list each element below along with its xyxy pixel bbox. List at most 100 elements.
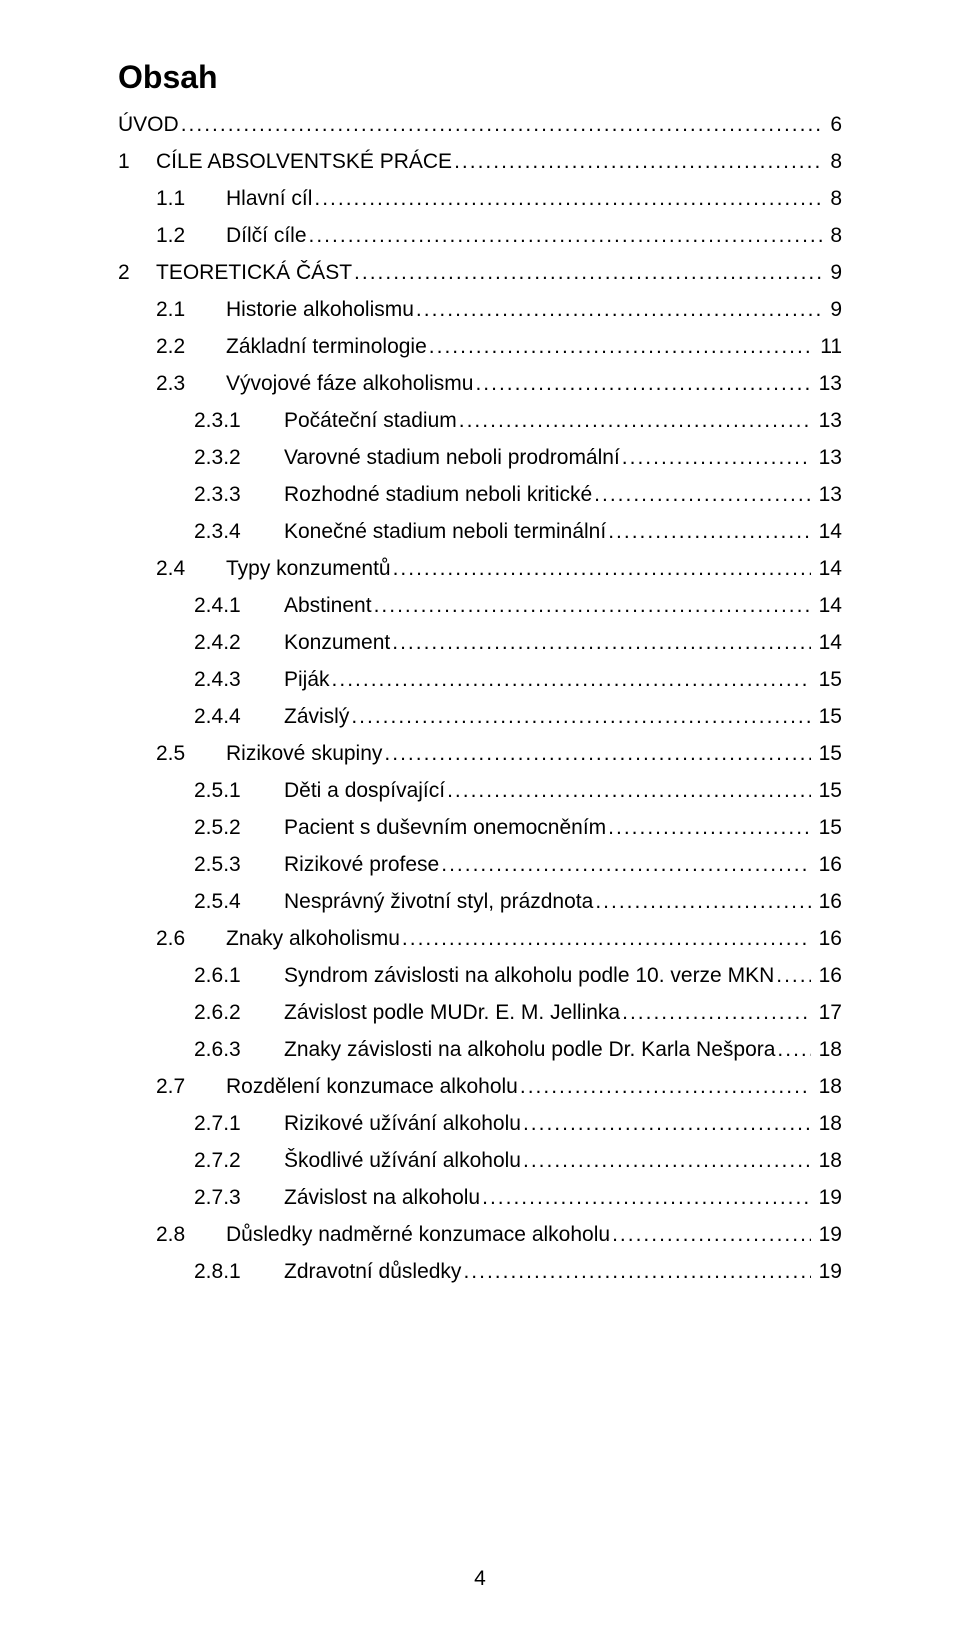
toc-leader: [463, 1261, 810, 1282]
toc-entry-label: Závislost na alkoholu: [284, 1187, 480, 1208]
toc-row: 2.5Rizikové skupiny 15: [118, 743, 842, 764]
toc-entry-label: TEORETICKÁ ČÁST: [156, 262, 352, 283]
toc-entry-label: Znaky závislosti na alkoholu podle Dr. K…: [284, 1039, 775, 1060]
toc-entry-label: Zdravotní důsledky: [284, 1261, 461, 1282]
toc-entry-page: 6: [824, 114, 842, 135]
toc-row: 2.5.1Děti a dospívající 15: [118, 780, 842, 801]
toc-entry-label: Abstinent: [284, 595, 372, 616]
toc-entry-number: 2.4: [156, 558, 226, 579]
toc-entry-number: 2.4.3: [194, 669, 284, 690]
toc-entry-label: Nesprávný životní styl, prázdnota: [284, 891, 593, 912]
toc-entry-number: 2.6.1: [194, 965, 284, 986]
toc-row: ÚVOD 6: [118, 114, 842, 135]
toc-leader: [459, 410, 811, 431]
document-page: Obsah ÚVOD 61CÍLE ABSOLVENTSKÉ PRÁCE 81.…: [0, 0, 960, 1635]
toc-entry-number: 2.1: [156, 299, 226, 320]
toc-row: 2.3.4Konečné stadium neboli terminální 1…: [118, 521, 842, 542]
toc-leader: [314, 188, 822, 209]
toc-entry-page: 18: [813, 1113, 842, 1134]
toc-leader: [332, 669, 811, 690]
toc-entry-number: 2.3.1: [194, 410, 284, 431]
toc-row: 2.7.1Rizikové užívání alkoholu 18: [118, 1113, 842, 1134]
toc-row: 2.5.3Rizikové profese 16: [118, 854, 842, 875]
toc-entry-label: Počáteční stadium: [284, 410, 457, 431]
toc-leader: [384, 743, 810, 764]
toc-leader: [594, 484, 811, 505]
toc-entry-label: Historie alkoholismu: [226, 299, 414, 320]
toc-row: 2.1Historie alkoholismu 9: [118, 299, 842, 320]
toc-entry-page: 18: [813, 1150, 842, 1171]
toc-entry-label: Rizikové skupiny: [226, 743, 382, 764]
toc-entry-label: Vývojové fáze alkoholismu: [226, 373, 473, 394]
toc-leader: [393, 558, 811, 579]
toc-row: 2.8Důsledky nadměrné konzumace alkoholu …: [118, 1224, 842, 1245]
toc-entry-number: 2.7.2: [194, 1150, 284, 1171]
toc-row: 1.2Dílčí cíle 8: [118, 225, 842, 246]
toc-entry-page: 13: [813, 484, 842, 505]
toc-leader: [354, 262, 822, 283]
toc-leader: [402, 928, 811, 949]
toc-entry-number: 1: [118, 151, 156, 172]
toc-entry-number: 2.3.3: [194, 484, 284, 505]
toc-row: 2.3.2Varovné stadium neboli prodromální …: [118, 447, 842, 468]
toc-entry-page: 14: [813, 558, 842, 579]
toc-entry-page: 15: [813, 706, 842, 727]
toc-leader: [429, 336, 813, 357]
toc-entry-label: Závislý: [284, 706, 349, 727]
toc-entry-number: 2.6.3: [194, 1039, 284, 1060]
toc-list: ÚVOD 61CÍLE ABSOLVENTSKÉ PRÁCE 81.1Hlavn…: [118, 114, 842, 1282]
toc-entry-label: Děti a dospívající: [284, 780, 445, 801]
toc-entry-number: 2.3.4: [194, 521, 284, 542]
toc-entry-page: 9: [824, 262, 842, 283]
toc-entry-page: 14: [813, 595, 842, 616]
toc-row: 2.5.2Pacient s duševním onemocněním 15: [118, 817, 842, 838]
toc-row: 2.7Rozdělení konzumace alkoholu 18: [118, 1076, 842, 1097]
toc-leader: [520, 1076, 811, 1097]
toc-entry-number: 2.8.1: [194, 1261, 284, 1282]
toc-leader: [608, 521, 811, 542]
toc-entry-page: 19: [813, 1261, 842, 1282]
toc-entry-label: Závislost podle MUDr. E. M. Jellinka: [284, 1002, 620, 1023]
toc-entry-page: 15: [813, 743, 842, 764]
toc-entry-number: 2.5.4: [194, 891, 284, 912]
toc-row: 1.1Hlavní cíl 8: [118, 188, 842, 209]
toc-entry-page: 11: [814, 336, 842, 357]
toc-leader: [309, 225, 823, 246]
toc-entry-label: Škodlivé užívání alkoholu: [284, 1150, 521, 1171]
toc-entry-page: 15: [813, 669, 842, 690]
toc-entry-page: 15: [813, 817, 842, 838]
toc-entry-label: Hlavní cíl: [226, 188, 312, 209]
toc-entry-number: 2.5.2: [194, 817, 284, 838]
toc-entry-number: 2.5.1: [194, 780, 284, 801]
toc-row: 2.6.1Syndrom závislosti na alkoholu podl…: [118, 965, 842, 986]
toc-entry-page: 9: [824, 299, 842, 320]
toc-entry-label: Rozhodné stadium neboli kritické: [284, 484, 592, 505]
toc-entry-label: Piják: [284, 669, 330, 690]
toc-entry-page: 17: [813, 1002, 842, 1023]
toc-leader: [416, 299, 823, 320]
toc-entry-page: 15: [813, 780, 842, 801]
toc-leader: [776, 965, 811, 986]
toc-leader: [482, 1187, 811, 1208]
toc-entry-page: 16: [813, 891, 842, 912]
toc-entry-number: 2.6: [156, 928, 226, 949]
toc-entry-label: Konečné stadium neboli terminální: [284, 521, 606, 542]
toc-row: 2.3.3Rozhodné stadium neboli kritické 13: [118, 484, 842, 505]
toc-row: 2.4.4Závislý 15: [118, 706, 842, 727]
toc-leader: [523, 1113, 811, 1134]
toc-entry-number: 1.2: [156, 225, 226, 246]
page-number: 4: [0, 1567, 960, 1591]
toc-entry-number: 2.4.2: [194, 632, 284, 653]
toc-entry-number: 2.3: [156, 373, 226, 394]
toc-entry-number: 2.2: [156, 336, 226, 357]
toc-entry-number: 2.4.4: [194, 706, 284, 727]
toc-entry-number: 2.4.1: [194, 595, 284, 616]
toc-entry-number: 2.7: [156, 1076, 226, 1097]
toc-entry-number: 2: [118, 262, 156, 283]
toc-entry-number: 1.1: [156, 188, 226, 209]
toc-entry-page: 16: [813, 928, 842, 949]
toc-row: 2.3Vývojové fáze alkoholismu 13: [118, 373, 842, 394]
toc-entry-label: Důsledky nadměrné konzumace alkoholu: [226, 1224, 610, 1245]
toc-leader: [523, 1150, 811, 1171]
toc-entry-label: Rizikové profese: [284, 854, 439, 875]
